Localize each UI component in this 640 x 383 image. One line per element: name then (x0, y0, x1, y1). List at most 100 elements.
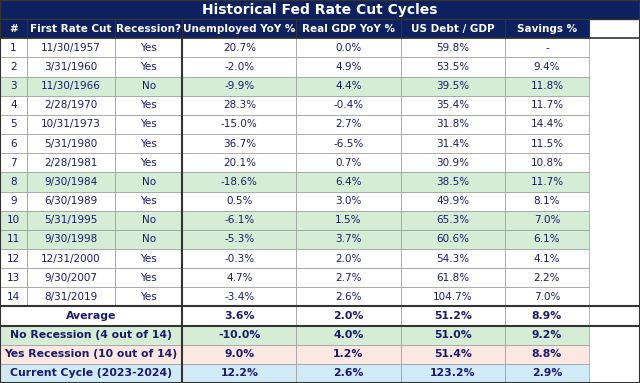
Text: 14: 14 (7, 292, 20, 302)
Text: 51.4%: 51.4% (434, 349, 472, 359)
Bar (115, 211, 182, 230)
Bar (115, 96, 182, 115)
Bar (296, 96, 401, 115)
Text: 2: 2 (10, 62, 17, 72)
Bar (0, 326, 182, 345)
Bar (0, 211, 27, 230)
Bar (401, 345, 505, 364)
Text: Yes: Yes (140, 119, 157, 129)
Text: 10.8%: 10.8% (531, 158, 563, 168)
Text: -2.0%: -2.0% (224, 62, 255, 72)
Bar (505, 192, 589, 211)
Text: 6.4%: 6.4% (335, 177, 362, 187)
Bar (27, 57, 115, 77)
Text: 51.0%: 51.0% (434, 330, 472, 340)
Bar (296, 38, 401, 57)
Bar (182, 19, 296, 38)
Bar (0, 249, 27, 268)
Bar (0, 287, 27, 306)
Text: 59.8%: 59.8% (436, 43, 469, 53)
Bar (401, 172, 505, 192)
Bar (296, 134, 401, 153)
Bar (505, 77, 589, 96)
Text: 2.7%: 2.7% (335, 273, 362, 283)
Text: 31.8%: 31.8% (436, 119, 469, 129)
Bar (182, 96, 296, 115)
Text: 4.7%: 4.7% (226, 273, 253, 283)
Bar (505, 268, 589, 287)
Text: Real GDP YoY %: Real GDP YoY % (302, 24, 395, 34)
Bar (401, 96, 505, 115)
Text: 54.3%: 54.3% (436, 254, 469, 264)
Bar (182, 268, 296, 287)
Text: 5: 5 (10, 119, 17, 129)
Text: 1: 1 (10, 43, 17, 53)
Bar (27, 38, 115, 57)
Bar (296, 211, 401, 230)
Bar (505, 326, 589, 345)
Bar (505, 230, 589, 249)
Text: Recession?: Recession? (116, 24, 181, 34)
Bar (505, 153, 589, 172)
Text: 20.1%: 20.1% (223, 158, 256, 168)
Bar (0, 77, 27, 96)
Bar (296, 230, 401, 249)
Bar (401, 192, 505, 211)
Text: 10: 10 (7, 215, 20, 225)
Bar (182, 172, 296, 192)
Bar (115, 19, 182, 38)
Text: -9.9%: -9.9% (224, 81, 255, 91)
Bar (505, 364, 589, 383)
Text: 1.2%: 1.2% (333, 349, 364, 359)
Bar (401, 134, 505, 153)
Bar (0, 192, 27, 211)
Text: No: No (141, 215, 156, 225)
Text: 1.5%: 1.5% (335, 215, 362, 225)
Bar (27, 96, 115, 115)
Bar (0, 153, 27, 172)
Bar (296, 326, 401, 345)
Bar (505, 249, 589, 268)
Text: 11.7%: 11.7% (531, 100, 563, 110)
Text: US Debt / GDP: US Debt / GDP (411, 24, 495, 34)
Bar (505, 172, 589, 192)
Text: 11.8%: 11.8% (531, 81, 563, 91)
Text: 4: 4 (10, 100, 17, 110)
Text: 9.4%: 9.4% (534, 62, 560, 72)
Text: 9/30/2007: 9/30/2007 (45, 273, 97, 283)
Text: 28.3%: 28.3% (223, 100, 256, 110)
Bar (401, 38, 505, 57)
Bar (27, 192, 115, 211)
Text: Average: Average (66, 311, 116, 321)
Text: 9.2%: 9.2% (532, 330, 562, 340)
Bar (182, 134, 296, 153)
Text: 12: 12 (7, 254, 20, 264)
Bar (296, 153, 401, 172)
Bar (0, 0, 640, 19)
Text: Yes: Yes (140, 158, 157, 168)
Text: 4.9%: 4.9% (335, 62, 362, 72)
Text: 0.0%: 0.0% (335, 43, 362, 53)
Bar (0, 19, 27, 38)
Bar (296, 345, 401, 364)
Bar (401, 115, 505, 134)
Bar (115, 230, 182, 249)
Text: 7.0%: 7.0% (534, 215, 560, 225)
Text: Unemployed YoY %: Unemployed YoY % (183, 24, 296, 34)
Bar (115, 153, 182, 172)
Bar (115, 192, 182, 211)
Bar (0, 230, 27, 249)
Bar (296, 19, 401, 38)
Text: 9.0%: 9.0% (224, 349, 255, 359)
Bar (401, 326, 505, 345)
Bar (182, 287, 296, 306)
Bar (0, 134, 27, 153)
Text: 3/31/1960: 3/31/1960 (44, 62, 98, 72)
Bar (505, 287, 589, 306)
Text: Yes: Yes (140, 100, 157, 110)
Bar (115, 172, 182, 192)
Text: -6.1%: -6.1% (224, 215, 255, 225)
Text: #: # (9, 24, 18, 34)
Text: 12.2%: 12.2% (220, 368, 259, 378)
Text: 7: 7 (10, 158, 17, 168)
